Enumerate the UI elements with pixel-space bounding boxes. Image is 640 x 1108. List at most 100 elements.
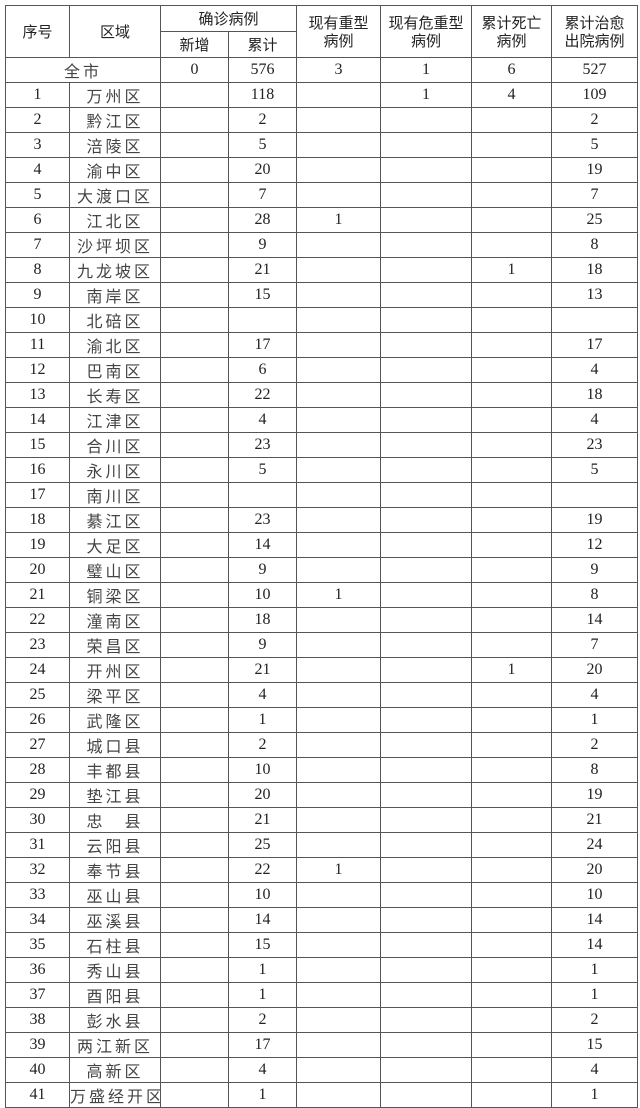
row-recovered: 18	[551, 382, 639, 408]
row-severe	[296, 782, 382, 808]
row-index: 29	[5, 782, 70, 808]
row-critical	[380, 357, 473, 383]
row-severe	[296, 382, 382, 408]
row-critical	[380, 507, 473, 533]
row-critical	[380, 107, 473, 133]
row-region: 开州区	[69, 657, 161, 683]
row-cumulative: 10	[227, 757, 298, 783]
row-cumulative: 9	[227, 557, 298, 583]
row-critical	[380, 832, 473, 858]
row-severe	[296, 232, 382, 258]
row-deaths: 4	[471, 82, 553, 108]
row-severe	[296, 457, 382, 483]
row-critical	[380, 1082, 473, 1108]
row-severe	[296, 657, 382, 683]
row-deaths	[471, 732, 553, 758]
row-new	[160, 732, 229, 758]
row-new	[160, 232, 229, 258]
table-row: 30 忠 县 21 21	[5, 807, 639, 833]
row-new	[160, 632, 229, 658]
row-deaths: 1	[471, 257, 553, 283]
row-cumulative: 17	[227, 1032, 298, 1058]
table-row: 24 开州区 21 1 20	[5, 657, 639, 683]
row-cumulative: 23	[227, 432, 298, 458]
row-index: 19	[5, 532, 70, 558]
row-critical	[380, 307, 473, 333]
row-deaths	[471, 232, 553, 258]
row-severe	[296, 507, 382, 533]
row-deaths	[471, 982, 553, 1008]
row-cumulative: 14	[227, 532, 298, 558]
row-new	[160, 782, 229, 808]
row-severe	[296, 132, 382, 158]
table-row: 22 潼南区 18 14	[5, 607, 639, 633]
row-cumulative	[227, 307, 298, 333]
row-severe	[296, 532, 382, 558]
row-deaths	[471, 957, 553, 983]
row-severe	[296, 707, 382, 733]
row-region: 秀山县	[69, 957, 161, 983]
row-recovered: 2	[551, 732, 639, 758]
table-row: 38 彭水县 2 2	[5, 1007, 639, 1033]
total-new: 0	[160, 57, 229, 83]
row-region: 大足区	[69, 532, 161, 558]
row-critical	[380, 932, 473, 958]
row-critical	[380, 207, 473, 233]
total-cumulative: 576	[227, 57, 298, 83]
table-row: 33 巫山县 10 10	[5, 882, 639, 908]
row-severe	[296, 1082, 382, 1108]
row-recovered: 4	[551, 1057, 639, 1083]
row-recovered: 15	[551, 1032, 639, 1058]
table-row: 3 涪陵区 5 5	[5, 132, 639, 158]
row-index: 20	[5, 557, 70, 583]
row-severe	[296, 832, 382, 858]
row-new	[160, 407, 229, 433]
header-index: 序号	[5, 5, 70, 58]
table-row: 32 奉节县 22 1 20	[5, 857, 639, 883]
row-cumulative: 23	[227, 507, 298, 533]
row-index: 11	[5, 332, 70, 358]
row-region: 丰都县	[69, 757, 161, 783]
row-critical	[380, 632, 473, 658]
row-index: 22	[5, 607, 70, 633]
row-new	[160, 157, 229, 183]
row-severe	[296, 407, 382, 433]
row-severe	[296, 1057, 382, 1083]
row-deaths	[471, 382, 553, 408]
row-cumulative: 22	[227, 382, 298, 408]
row-new	[160, 1057, 229, 1083]
row-index: 6	[5, 207, 70, 233]
row-severe	[296, 682, 382, 708]
row-recovered: 5	[551, 457, 639, 483]
row-index: 3	[5, 132, 70, 158]
row-deaths	[471, 207, 553, 233]
table-row: 4 渝中区 20 19	[5, 157, 639, 183]
row-critical	[380, 532, 473, 558]
row-deaths	[471, 682, 553, 708]
row-new	[160, 982, 229, 1008]
row-region: 巴南区	[69, 357, 161, 383]
row-cumulative: 118	[227, 82, 298, 108]
row-index: 41	[5, 1082, 70, 1108]
row-critical: 1	[380, 82, 473, 108]
row-deaths	[471, 807, 553, 833]
row-critical	[380, 582, 473, 608]
row-new	[160, 757, 229, 783]
row-cumulative: 1	[227, 707, 298, 733]
row-recovered	[551, 307, 639, 333]
row-index: 8	[5, 257, 70, 283]
row-deaths	[471, 1007, 553, 1033]
table-row: 11 渝北区 17 17	[5, 332, 639, 358]
row-recovered: 4	[551, 407, 639, 433]
row-deaths	[471, 607, 553, 633]
row-deaths	[471, 332, 553, 358]
row-region: 璧山区	[69, 557, 161, 583]
row-index: 38	[5, 1007, 70, 1033]
row-region: 彭水县	[69, 1007, 161, 1033]
row-cumulative: 1	[227, 982, 298, 1008]
row-severe	[296, 1032, 382, 1058]
row-cumulative: 17	[227, 332, 298, 358]
total-label: 全市	[5, 57, 161, 83]
row-critical	[380, 557, 473, 583]
row-new	[160, 207, 229, 233]
